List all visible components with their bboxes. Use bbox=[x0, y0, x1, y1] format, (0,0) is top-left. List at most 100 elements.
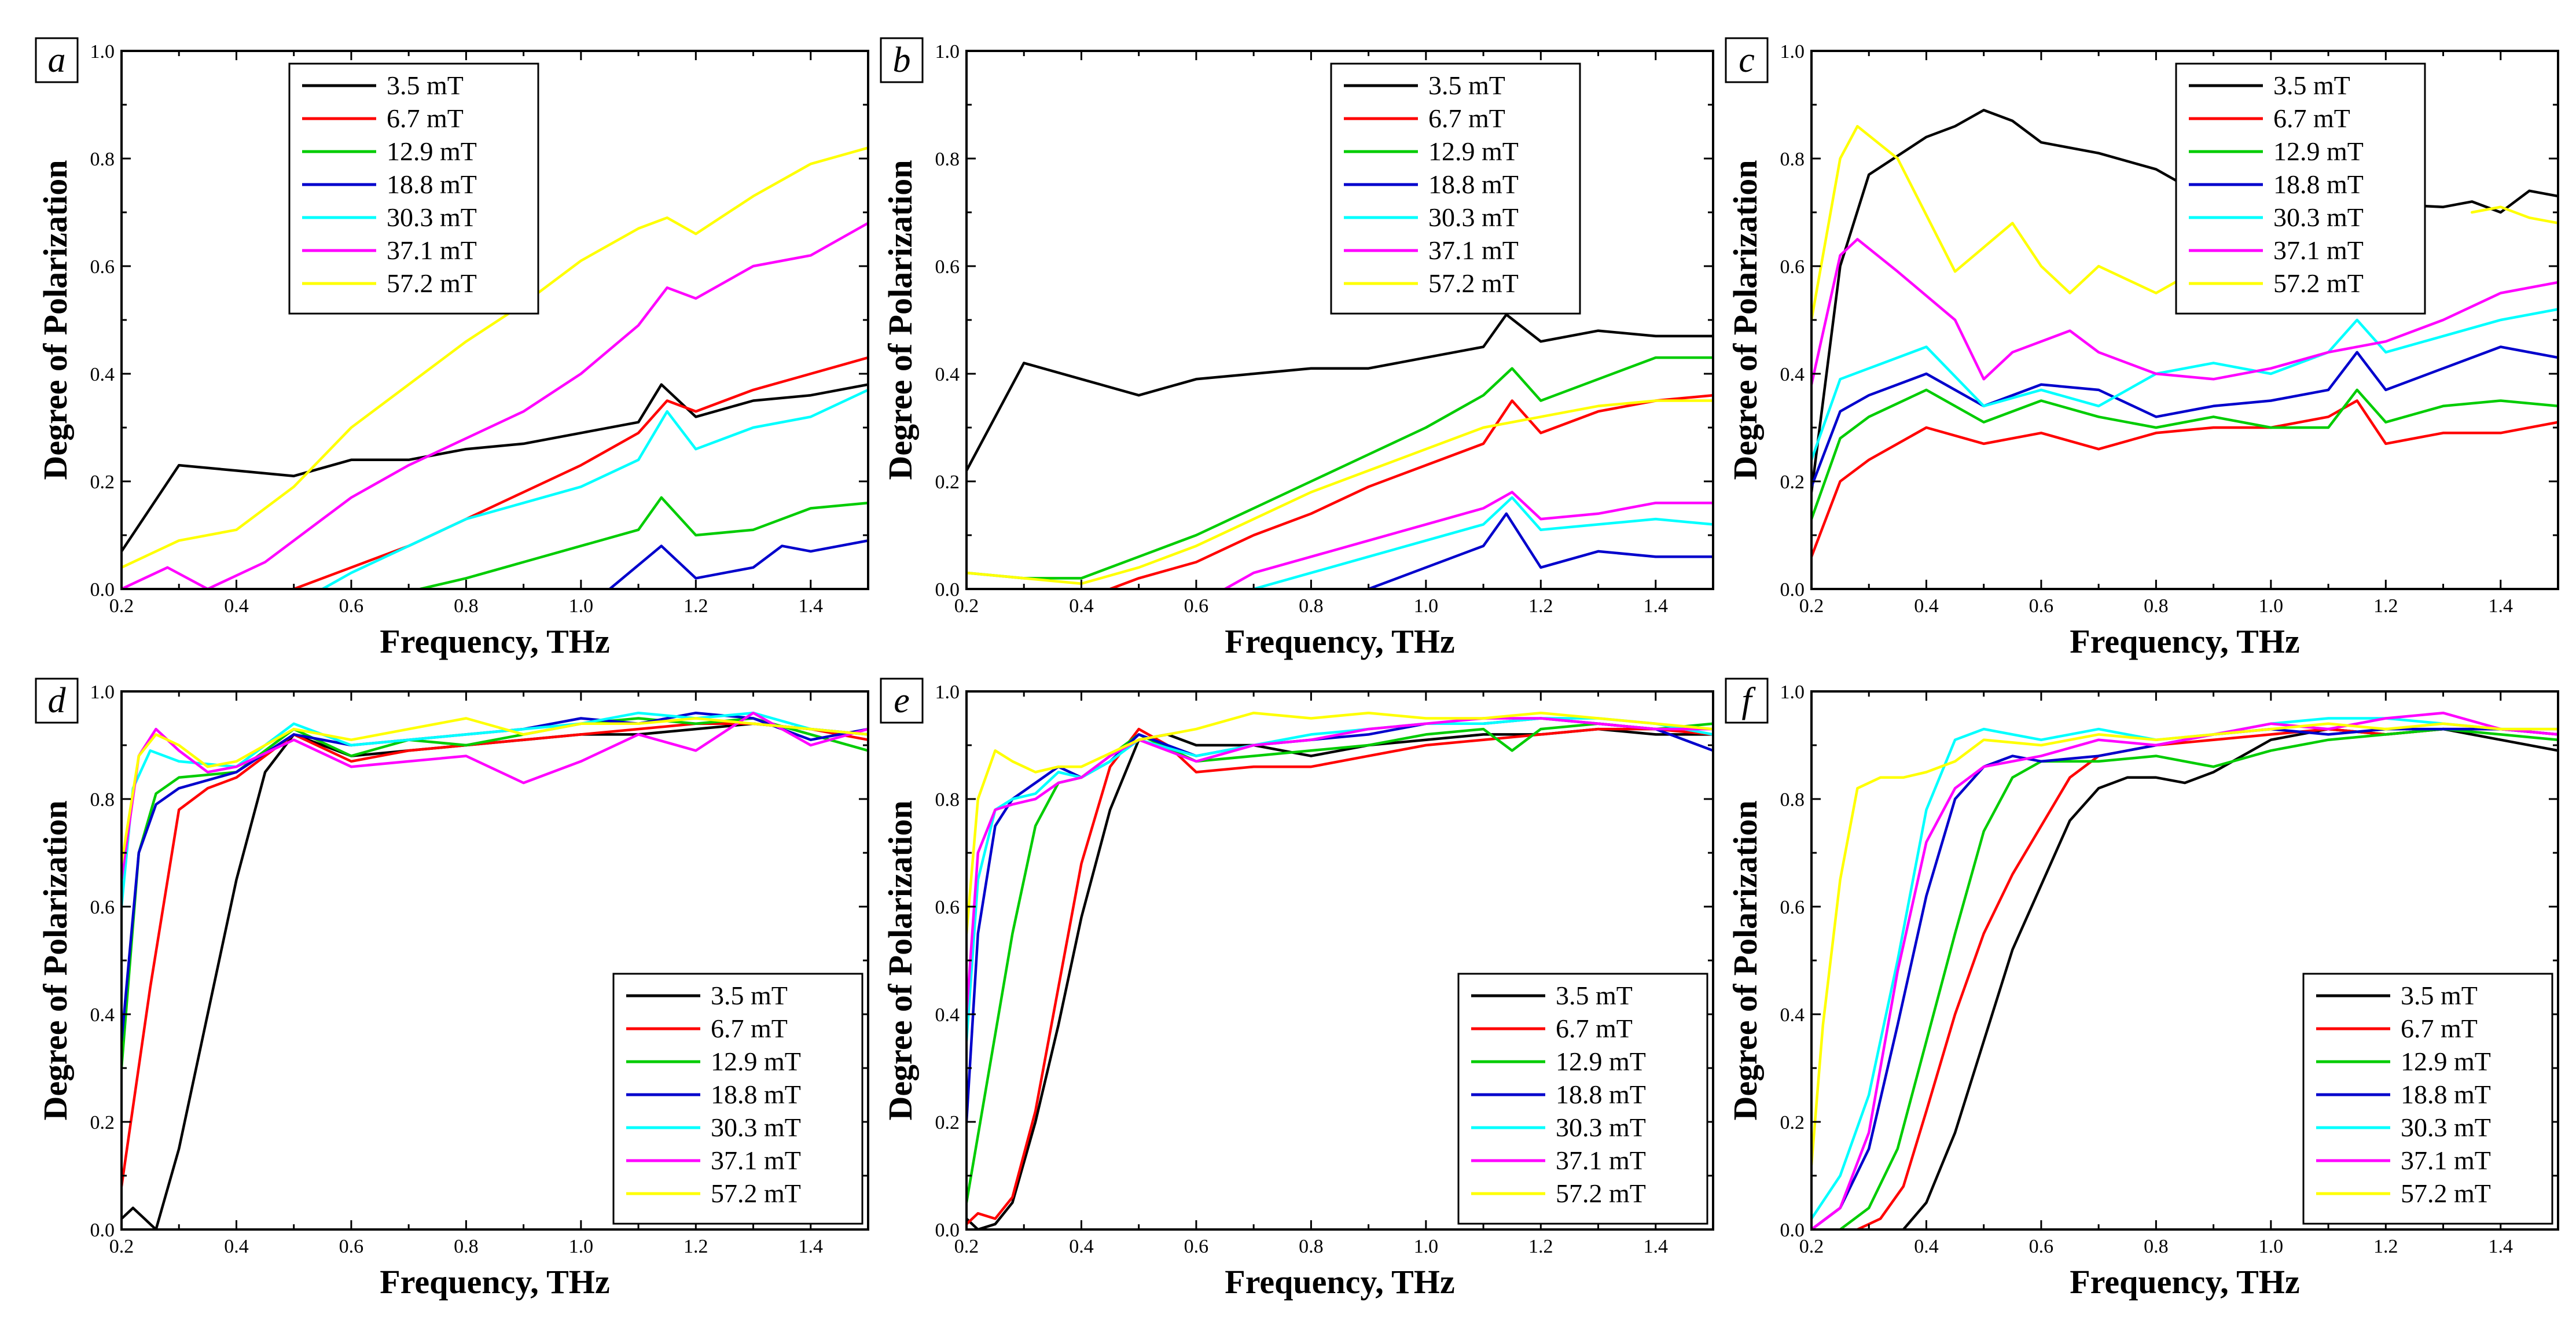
x-tick-label: 0.4 bbox=[224, 1236, 249, 1257]
series-line-30-3-mt bbox=[122, 711, 868, 908]
legend-label: 37.1 mT bbox=[1556, 1146, 1646, 1175]
legend-label: 6.7 mT bbox=[2401, 1014, 2478, 1043]
y-tick-label: 0.8 bbox=[1780, 789, 1805, 811]
legend: 3.5 mT 6.7 mT 12.9 mT 18.8 mT 30.3 mT 37.1 mT… bbox=[2175, 62, 2426, 315]
y-tick-label: 1.0 bbox=[935, 682, 960, 703]
x-tick-label: 0.6 bbox=[2029, 1236, 2054, 1257]
legend-box bbox=[612, 973, 863, 1225]
x-tick-label: 0.2 bbox=[1799, 595, 1824, 617]
x-tick-label: 1.2 bbox=[1528, 1236, 1553, 1257]
y-tick-label: 0.2 bbox=[1780, 1112, 1805, 1133]
x-tick-label: 0.4 bbox=[1069, 1236, 1094, 1257]
x-tick-label: 0.4 bbox=[1914, 595, 1939, 617]
x-tick-label: 0.6 bbox=[2029, 595, 2054, 617]
legend-box bbox=[1330, 62, 1581, 315]
y-tick-label: 0.8 bbox=[90, 149, 115, 170]
panel-letter: a bbox=[48, 41, 66, 80]
x-tick-label: 1.4 bbox=[1644, 1236, 1669, 1257]
y-axis-label: Degree of Polarization bbox=[881, 160, 919, 480]
legend-label: 12.9 mT bbox=[2273, 137, 2364, 166]
series-line-12-9-mt bbox=[1839, 727, 2558, 1229]
legend-label: 18.8 mT bbox=[2273, 170, 2364, 199]
panel-letter-box bbox=[35, 678, 79, 724]
y-tick-label: 0.2 bbox=[935, 1112, 960, 1133]
chart-panel-a: 0.2 0.4 0.6 0.8 1.0 1.2 1.40.00.20.40.60.81.0F… bbox=[35, 37, 869, 660]
panel-letter-box bbox=[880, 37, 924, 83]
x-axis-label: Frequency, THz bbox=[2070, 1263, 2299, 1301]
legend-label: 30.3 mT bbox=[1556, 1113, 1646, 1142]
series-line-30-3-mt bbox=[321, 388, 868, 589]
x-tick-label: 0.6 bbox=[1184, 1236, 1209, 1257]
x-axis-label: Frequency, THz bbox=[2070, 623, 2299, 660]
x-tick-label: 1.4 bbox=[2489, 1236, 2513, 1257]
legend-label: 3.5 mT bbox=[1428, 71, 1505, 100]
legend-label: 6.7 mT bbox=[711, 1014, 788, 1043]
x-tick-label: 0.8 bbox=[2144, 1236, 2169, 1257]
series-line-30-3-mt bbox=[1811, 717, 2558, 1220]
x-tick-label: 0.8 bbox=[1299, 595, 1324, 617]
legend-label: 12.9 mT bbox=[1556, 1047, 1646, 1076]
y-tick-label: 0.0 bbox=[1780, 579, 1805, 601]
legend-label: 12.9 mT bbox=[387, 137, 477, 166]
series-line-18-8-mt bbox=[1811, 345, 2558, 488]
y-tick-label: 0.6 bbox=[1780, 256, 1805, 278]
x-tick-label: 0.6 bbox=[1184, 595, 1209, 617]
x-tick-label: 1.2 bbox=[683, 1236, 708, 1257]
x-tick-label: 0.4 bbox=[1069, 595, 1094, 617]
legend-label: 37.1 mT bbox=[711, 1146, 801, 1175]
legend-label: 57.2 mT bbox=[2401, 1179, 2491, 1208]
x-tick-label: 0.2 bbox=[1799, 1236, 1824, 1257]
legend-label: 3.5 mT bbox=[2401, 981, 2478, 1010]
series-line-12-9-mt bbox=[1811, 388, 2558, 521]
x-tick-label: 0.8 bbox=[454, 1236, 479, 1257]
series-group bbox=[1811, 711, 2558, 1229]
legend-label: 37.1 mT bbox=[2273, 235, 2364, 265]
y-tick-label: 0.6 bbox=[1780, 897, 1805, 918]
legend: 3.5 mT 6.7 mT 12.9 mT 18.8 mT 30.3 mT 37.1 mT… bbox=[1457, 973, 1708, 1225]
legend-label: 18.8 mT bbox=[387, 170, 477, 199]
panel-letter: e bbox=[894, 681, 910, 720]
legend-label: 30.3 mT bbox=[2273, 203, 2364, 232]
y-axis-label: Degree of Polarization bbox=[881, 801, 919, 1121]
panel-letter: d bbox=[48, 681, 67, 720]
series-line-6-7-mt bbox=[292, 356, 868, 589]
y-tick-label: 0.8 bbox=[1780, 149, 1805, 170]
legend-label: 37.1 mT bbox=[2401, 1146, 2491, 1175]
legend: 3.5 mT 6.7 mT 12.9 mT 18.8 mT 30.3 mT 37.1 mT… bbox=[2302, 973, 2553, 1225]
legend-box bbox=[2302, 973, 2553, 1225]
legend-label: 18.8 mT bbox=[1428, 170, 1519, 199]
series-line-37-1-mt bbox=[1811, 238, 2558, 386]
legend: 3.5 mT 6.7 mT 12.9 mT 18.8 mT 30.3 mT 37.1 mT… bbox=[288, 62, 539, 315]
x-tick-label: 1.2 bbox=[1528, 595, 1553, 617]
series-line-6-7-mt bbox=[1811, 399, 2558, 558]
legend-label: 6.7 mT bbox=[1428, 104, 1505, 133]
series-group bbox=[122, 711, 868, 1229]
legend-label: 30.3 mT bbox=[2401, 1113, 2491, 1142]
series-line-3-5-mt bbox=[122, 383, 868, 553]
legend-label: 30.3 mT bbox=[711, 1113, 801, 1142]
series-line-3-5-mt bbox=[967, 313, 1713, 472]
chart-panel-b: 0.2 0.4 0.6 0.8 1.0 1.2 1.40.00.20.40.60.81.0F… bbox=[880, 37, 1714, 660]
y-tick-label: 0.6 bbox=[90, 897, 115, 918]
legend-box bbox=[2175, 62, 2426, 315]
y-tick-label: 1.0 bbox=[935, 41, 960, 62]
x-axis-label: Frequency, THz bbox=[1225, 623, 1454, 660]
y-tick-label: 0.8 bbox=[935, 149, 960, 170]
legend-label: 3.5 mT bbox=[387, 71, 464, 100]
x-tick-label: 0.2 bbox=[954, 1236, 979, 1257]
series-line-57-2-mt bbox=[1811, 124, 2215, 322]
x-tick-label: 1.4 bbox=[799, 1236, 824, 1257]
x-tick-label: 0.2 bbox=[954, 595, 979, 617]
series-line-12-9-mt bbox=[967, 356, 1713, 580]
y-tick-label: 1.0 bbox=[90, 682, 115, 703]
panel-letter: b bbox=[893, 41, 911, 80]
y-tick-label: 0.8 bbox=[935, 789, 960, 811]
x-tick-label: 0.6 bbox=[339, 1236, 364, 1257]
x-tick-label: 1.0 bbox=[2259, 1236, 2284, 1257]
y-axis-label: Degree of Polarization bbox=[1726, 801, 1764, 1121]
legend-label: 57.2 mT bbox=[2273, 268, 2364, 298]
y-tick-label: 0.2 bbox=[935, 472, 960, 493]
series-line-12-9-mt bbox=[967, 722, 1713, 1204]
x-axis-label: Frequency, THz bbox=[380, 623, 609, 660]
legend-label: 12.9 mT bbox=[1428, 137, 1519, 166]
